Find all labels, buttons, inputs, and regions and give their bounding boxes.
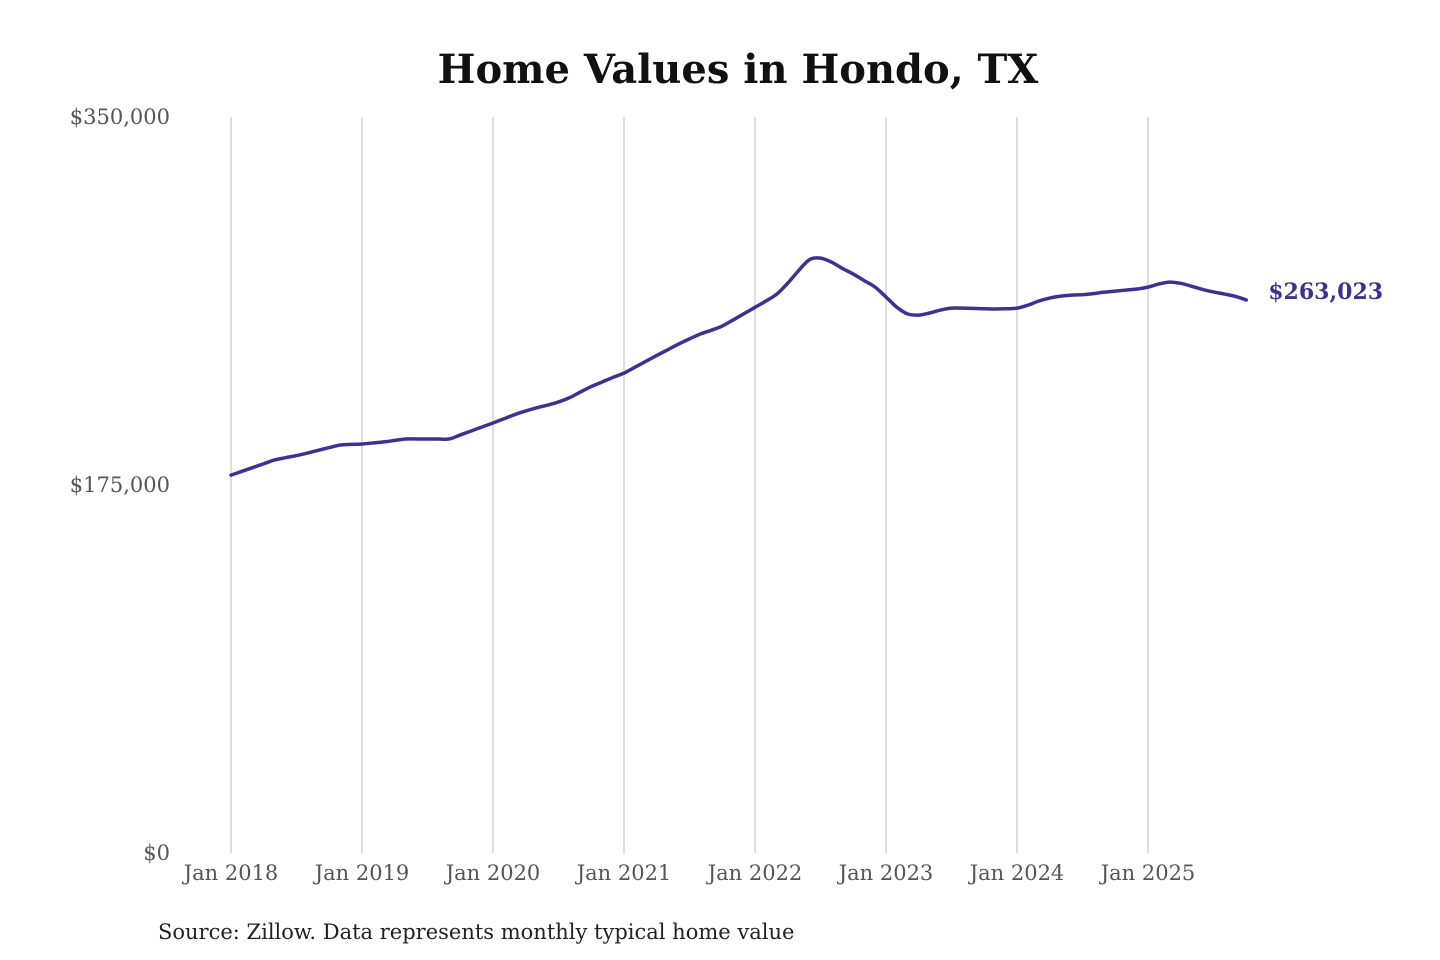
x-tick-label: Jan 2019 (313, 861, 410, 885)
end-value-label: $263,023 (1268, 279, 1383, 305)
x-tick-label: Jan 2018 (182, 861, 279, 885)
x-tick-label: Jan 2020 (444, 861, 541, 885)
chart-title: Home Values in Hondo, TX (438, 46, 1039, 93)
y-tick-label: $175,000 (70, 473, 170, 497)
y-tick-label: $350,000 (70, 105, 170, 129)
y-tick-label: $0 (143, 841, 170, 865)
x-tick-label: Jan 2024 (968, 861, 1065, 885)
gridlines (230, 117, 1149, 853)
x-axis: Jan 2018 Jan 2019 Jan 2020 Jan 2021 Jan 2022… (182, 861, 1196, 885)
y-axis: $0 $175,000 $350,000 (70, 105, 170, 865)
x-tick-label: Jan 2021 (575, 861, 672, 885)
series-line (229, 256, 1248, 477)
x-tick-label: Jan 2025 (1099, 861, 1196, 885)
x-tick-label: Jan 2022 (706, 861, 803, 885)
x-tick-label: Jan 2023 (837, 861, 934, 885)
source-note: Source: Zillow. Data represents monthly … (158, 920, 794, 944)
